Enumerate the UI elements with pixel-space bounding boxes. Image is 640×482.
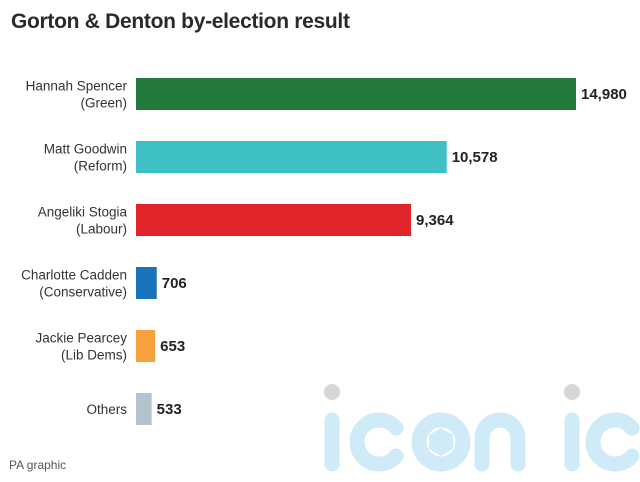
category-label-line: (Labour): [76, 222, 127, 237]
category-label-line: Hannah Spencer: [26, 79, 128, 94]
category-label-line: Others: [86, 402, 127, 417]
value-label: 14,980: [581, 86, 627, 103]
value-label: 653: [160, 338, 185, 355]
value-label: 9,364: [416, 212, 454, 229]
chart-title: Gorton & Denton by-election result: [11, 10, 350, 33]
category-label-line: Angeliki Stogia: [38, 205, 128, 220]
category-label: Hannah Spencer (Green): [26, 79, 128, 111]
category-label-line: Jackie Pearcey: [35, 331, 127, 346]
category-label-line: (Green): [80, 96, 127, 111]
category-label-line: (Reform): [74, 159, 127, 174]
category-label: Matt Goodwin (Reform): [44, 142, 127, 174]
category-label-line: (Lib Dems): [61, 348, 127, 363]
category-label: Others: [86, 402, 127, 417]
category-label-line: (Conservative): [39, 285, 127, 300]
value-label: 706: [162, 275, 187, 292]
category-label: Jackie Pearcey (Lib Dems): [35, 331, 127, 363]
category-label: Angeliki Stogia (Labour): [38, 205, 128, 237]
bar-0: [136, 78, 576, 110]
source-credit: PA graphic: [9, 458, 67, 472]
bar-3: [136, 267, 157, 299]
category-label-line: Charlotte Cadden: [21, 268, 127, 283]
bar-5: [136, 393, 152, 425]
bar-1: [136, 141, 447, 173]
bar-2: [136, 204, 412, 236]
bar-4: [136, 330, 156, 362]
iconic-watermark-logo: [318, 380, 640, 477]
value-label: 533: [157, 401, 182, 418]
category-label: Charlotte Cadden (Conservative): [21, 268, 127, 300]
category-label-line: Matt Goodwin: [44, 142, 127, 157]
value-label: 10,578: [452, 149, 498, 166]
